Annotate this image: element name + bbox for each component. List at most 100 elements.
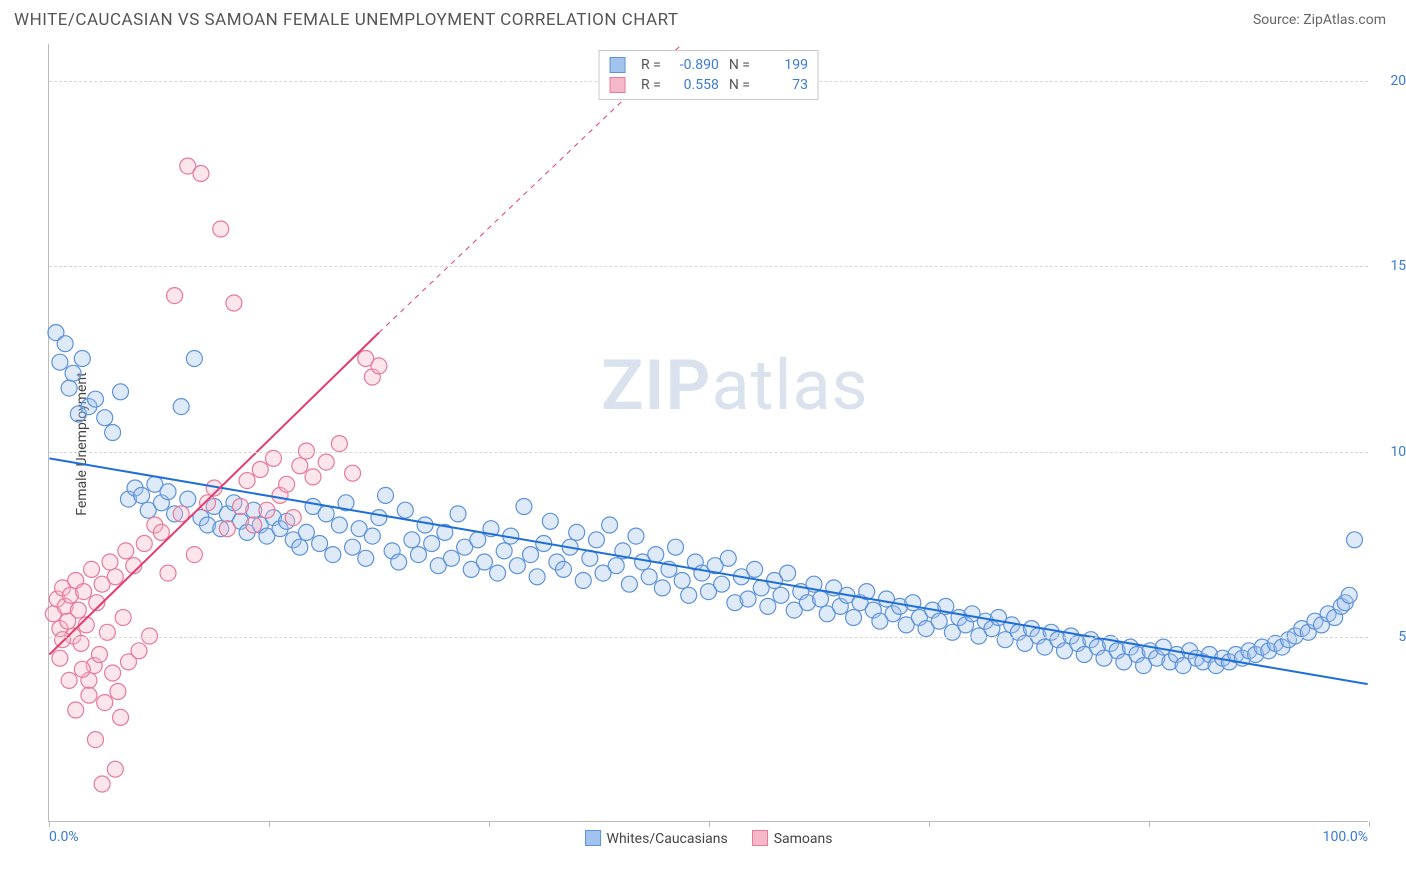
- data-point: [470, 532, 486, 548]
- data-point: [602, 517, 618, 533]
- legend: Whites/Caucasians Samoans: [585, 830, 833, 847]
- x-tick: [49, 821, 50, 827]
- data-point: [813, 591, 829, 607]
- data-point: [91, 647, 107, 663]
- data-point: [542, 513, 558, 529]
- data-point: [167, 288, 183, 304]
- data-point: [173, 399, 189, 415]
- data-point: [905, 595, 921, 611]
- data-point: [345, 539, 361, 555]
- data-point: [94, 776, 110, 792]
- data-point: [200, 495, 216, 511]
- legend-swatch-icon: [752, 830, 768, 846]
- data-point: [417, 517, 433, 533]
- data-point: [57, 336, 73, 352]
- data-point: [747, 561, 763, 577]
- header: WHITE/CAUCASIAN VS SAMOAN FEMALE UNEMPLO…: [0, 0, 1406, 34]
- data-point: [113, 709, 129, 725]
- data-point: [97, 695, 113, 711]
- stats-swatch-icon: [609, 57, 625, 73]
- data-point: [65, 365, 81, 381]
- data-point: [569, 524, 585, 540]
- data-point: [246, 517, 262, 533]
- legend-item: Whites/Caucasians: [585, 830, 728, 847]
- data-point: [404, 532, 420, 548]
- data-point: [720, 550, 736, 566]
- source-name: ZipAtlas.com: [1303, 12, 1386, 28]
- chart-container: Female Unemployment ZIPatlas R = -0.890 …: [14, 44, 1392, 844]
- data-point: [81, 687, 97, 703]
- data-point: [1341, 587, 1357, 603]
- data-point: [186, 547, 202, 563]
- stats-row: R = 0.558 N = 73: [609, 75, 808, 95]
- data-point: [371, 510, 387, 526]
- data-point: [252, 462, 268, 478]
- data-point: [773, 587, 789, 603]
- data-point: [105, 425, 121, 441]
- data-point: [84, 561, 100, 577]
- data-point: [331, 436, 347, 452]
- gridline: [49, 452, 1368, 453]
- source-label: Source: ZipAtlas.com: [1253, 12, 1386, 28]
- data-point: [160, 484, 176, 500]
- data-point: [345, 465, 361, 481]
- legend-item: Samoans: [752, 830, 833, 847]
- data-point: [846, 610, 862, 626]
- data-point: [110, 684, 126, 700]
- data-point: [239, 473, 255, 489]
- data-point: [641, 569, 657, 585]
- data-point: [107, 569, 123, 585]
- data-point: [102, 554, 118, 570]
- x-axis-max-label: 100.0%: [1323, 829, 1368, 845]
- data-point: [331, 517, 347, 533]
- data-point: [186, 351, 202, 367]
- data-point: [87, 391, 103, 407]
- data-point: [134, 487, 150, 503]
- chart-title: WHITE/CAUCASIAN VS SAMOAN FEMALE UNEMPLO…: [14, 10, 679, 30]
- data-point: [259, 502, 275, 518]
- data-point: [450, 506, 466, 522]
- data-point: [213, 221, 229, 237]
- data-point: [621, 576, 637, 592]
- data-point: [760, 598, 776, 614]
- y-tick-label: 15.0%: [1374, 258, 1406, 274]
- data-point: [298, 524, 314, 540]
- data-point: [285, 510, 301, 526]
- data-point: [226, 295, 242, 311]
- data-point: [318, 506, 334, 522]
- data-point: [325, 547, 341, 563]
- data-point: [131, 643, 147, 659]
- scatter-svg: [49, 44, 1368, 821]
- data-point: [490, 565, 506, 581]
- data-point: [118, 543, 134, 559]
- y-tick-label: 20.0%: [1374, 73, 1406, 89]
- data-point: [52, 354, 68, 370]
- data-point: [292, 539, 308, 555]
- data-point: [364, 528, 380, 544]
- data-point: [318, 454, 334, 470]
- data-point: [555, 561, 571, 577]
- data-point: [99, 624, 115, 640]
- data-point: [279, 476, 295, 492]
- data-point: [608, 558, 624, 574]
- data-point: [312, 536, 328, 552]
- data-point: [97, 410, 113, 426]
- data-point: [575, 573, 591, 589]
- data-point: [105, 665, 121, 681]
- data-point: [193, 166, 209, 182]
- y-tick-label: 5.0%: [1374, 629, 1406, 645]
- stats-box: R = -0.890 N = 199 R = 0.558 N = 73: [598, 50, 819, 100]
- data-point: [1346, 532, 1362, 548]
- data-point: [588, 532, 604, 548]
- data-point: [74, 661, 90, 677]
- stats-swatch-icon: [609, 77, 625, 93]
- data-point: [674, 573, 690, 589]
- data-point: [73, 635, 89, 651]
- data-point: [714, 576, 730, 592]
- data-point: [516, 499, 532, 515]
- x-tick: [269, 821, 270, 827]
- data-point: [74, 351, 90, 367]
- gridline: [49, 266, 1368, 267]
- data-point: [219, 521, 235, 537]
- data-point: [113, 384, 129, 400]
